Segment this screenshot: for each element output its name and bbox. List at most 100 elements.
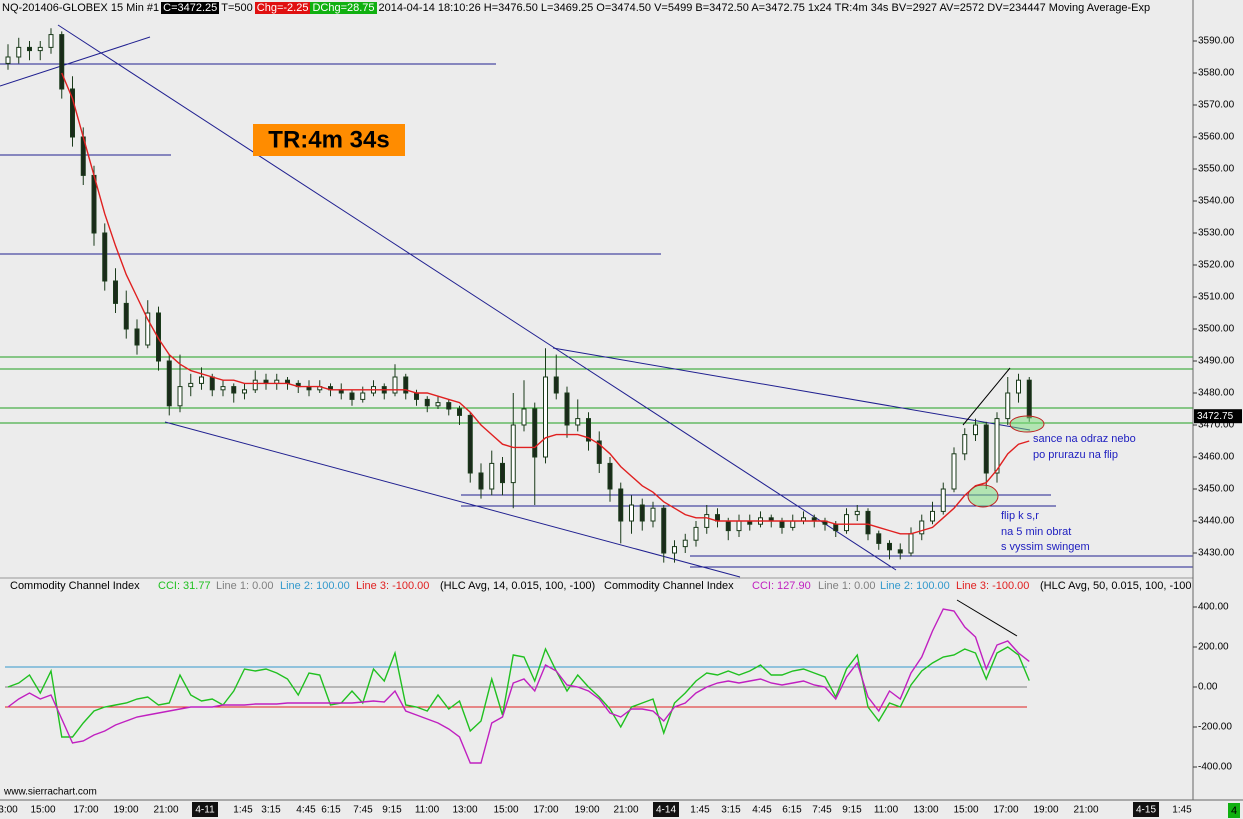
note: sance na odraz nebo <box>1033 433 1136 445</box>
cci-line <box>7 646 1030 738</box>
candle-body <box>16 46 22 58</box>
candle-body <box>392 376 398 394</box>
y-tick-label: 3490.00 <box>1198 356 1235 367</box>
candle-body <box>188 382 194 388</box>
x-tick-label: 19:00 <box>1033 805 1058 816</box>
y-tick-label: 3580.00 <box>1198 68 1235 79</box>
candle-body <box>489 462 495 490</box>
header: NQ-201406-GLOBEX 15 Min #1 C=3472.25 T=500… <box>0 0 1193 16</box>
candle-body <box>736 520 742 532</box>
last-price-label: 3472.75 <box>1197 411 1234 422</box>
candle-body <box>693 526 699 541</box>
y-tick-label: 3520.00 <box>1198 260 1235 271</box>
candle-body <box>177 386 183 407</box>
candle-body <box>887 542 892 551</box>
candle-body <box>48 34 54 48</box>
candle-body <box>113 280 118 304</box>
x-tick-label: 11:00 <box>874 805 899 816</box>
legend-line: Line 3: -100.00 <box>956 580 1029 592</box>
candle-body <box>414 392 419 400</box>
x-tick-label: 3:15 <box>261 805 281 816</box>
watermark: www.sierrachart.com <box>3 787 97 798</box>
candle-body <box>424 398 430 407</box>
candle-body <box>1005 392 1011 420</box>
y-tick-label: 3430.00 <box>1198 548 1235 559</box>
tr-text: TR:4m 34s <box>268 126 389 153</box>
candle-body <box>682 539 688 548</box>
y-tick-label: -400.00 <box>1198 762 1232 773</box>
x-tick-label: 1:45 <box>1172 805 1192 816</box>
candle-body <box>983 424 989 474</box>
candle-body <box>704 514 710 528</box>
y-tick-label: 3590.00 <box>1198 36 1235 47</box>
candle-body <box>403 376 409 394</box>
legend-label: Commodity Channel Index <box>10 580 140 592</box>
y-tick-label: 3450.00 <box>1198 484 1235 495</box>
note: na 5 min obrat <box>1001 526 1071 538</box>
candle-body <box>467 414 473 474</box>
candle-body <box>725 520 731 532</box>
note: po prurazu na flip <box>1033 449 1118 461</box>
date-box <box>1133 802 1159 817</box>
highlight <box>1009 415 1045 433</box>
candle-body <box>521 408 527 426</box>
details: 2014-04-14 18:10:26 H=3476.50 L=3469.25 … <box>378 2 1151 14</box>
candle-body <box>553 376 559 394</box>
trendline <box>552 347 1031 431</box>
candle-body <box>231 386 237 394</box>
y-tick-label: 3570.00 <box>1198 100 1235 111</box>
candle-body <box>629 504 634 522</box>
change: Chg=-2.25 <box>254 2 311 14</box>
candle-body <box>209 376 215 391</box>
candle-body <box>618 488 624 522</box>
symbol: NQ-201406-GLOBEX 15 Min #1 <box>2 2 160 14</box>
y-tick-label: 3470.00 <box>1198 420 1235 431</box>
x-tick-label: 21:00 <box>153 805 178 816</box>
candle-body <box>457 408 462 416</box>
candle-body <box>360 392 366 400</box>
legend-label: Commodity Channel Index <box>604 580 734 592</box>
trades: T=500 <box>221 2 253 14</box>
y-tick-label: 3510.00 <box>1198 292 1235 303</box>
legend-line: Line 2: 100.00 <box>880 580 950 592</box>
candle-body <box>575 418 581 426</box>
y-tick-label: 3460.00 <box>1198 452 1235 463</box>
candle-body <box>994 418 1000 474</box>
candle-body <box>134 328 140 346</box>
legend-line: Line 1: 0.00 <box>818 580 876 592</box>
cci-line <box>7 608 1030 764</box>
date-box <box>192 802 218 817</box>
candle-body <box>930 510 935 522</box>
candle-body <box>478 472 484 490</box>
candle-body <box>70 88 75 138</box>
x-tick-label: 4-14 <box>656 805 676 816</box>
candle-body <box>145 312 151 346</box>
x-tick-label: 7:45 <box>812 805 832 816</box>
x-tick-label: 15:00 <box>953 805 978 816</box>
candle-body <box>844 514 849 532</box>
candle-body <box>973 424 978 436</box>
x-tick-label: 6:15 <box>321 805 341 816</box>
x-tick-label: 1:45 <box>690 805 710 816</box>
y-tick-label: -200.00 <box>1198 722 1232 733</box>
x-tick-label: 19:00 <box>574 805 599 816</box>
y-tick-label: 3540.00 <box>1198 196 1235 207</box>
x-tick-label: 13:00 <box>913 805 938 816</box>
candle-body <box>919 520 925 535</box>
candle-body <box>543 376 548 458</box>
legend-series: CCI: 127.90 <box>752 580 811 592</box>
candle-body <box>962 434 968 455</box>
x-tick-label: 15:00 <box>493 805 518 816</box>
moving-average <box>61 72 1030 535</box>
x-tick-label: 21:00 <box>1073 805 1098 816</box>
candle-body <box>220 386 226 391</box>
candle-body <box>586 418 591 442</box>
y-tick-label: 0.00 <box>1198 682 1218 693</box>
candle-body <box>876 533 882 544</box>
candle-body <box>59 34 65 90</box>
highlight <box>967 484 999 508</box>
y-tick-label: 3480.00 <box>1198 388 1235 399</box>
candle-body <box>833 523 839 532</box>
candle-body <box>27 46 32 52</box>
